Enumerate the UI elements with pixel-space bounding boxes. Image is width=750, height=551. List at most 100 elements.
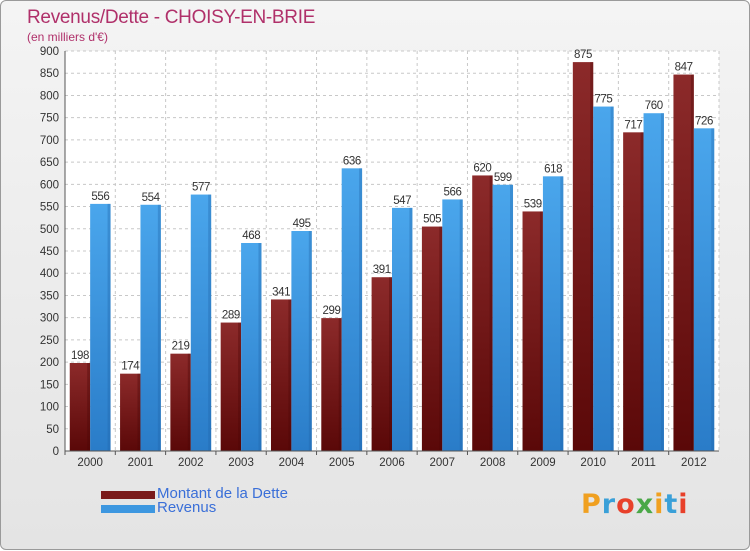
y-tick-label: 100	[40, 402, 59, 414]
legend-label-dette: Montant de la Dette	[157, 485, 288, 502]
bar-revenus	[492, 184, 514, 451]
data-label-revenus: 577	[192, 182, 210, 194]
x-tick-label: 2005	[329, 457, 355, 469]
data-label-dette: 875	[574, 49, 592, 61]
bar-shade	[87, 363, 91, 451]
bar-shade	[489, 175, 493, 451]
logo-letter: i	[678, 489, 689, 520]
bar-revenus	[542, 176, 564, 452]
logo-letter: r	[601, 489, 617, 520]
bar-dette	[270, 299, 292, 451]
logo-letter: o	[616, 489, 636, 520]
logo-letter: i	[654, 489, 665, 520]
bar-shade	[107, 203, 111, 451]
y-tick-label: 850	[40, 68, 59, 80]
x-tick-label: 2002	[178, 457, 204, 469]
data-label-dette: 341	[272, 286, 290, 298]
bar-dette	[572, 62, 594, 451]
data-label-revenus: 726	[695, 115, 713, 127]
bar-dette	[120, 373, 141, 451]
bar-shade	[338, 318, 342, 451]
bar-shade	[459, 199, 463, 451]
bar-shade	[187, 353, 191, 451]
bar-shade	[389, 277, 392, 451]
bar-shade	[137, 373, 141, 451]
data-label-dette: 539	[524, 198, 542, 210]
data-label-dette: 198	[71, 350, 89, 362]
data-label-revenus: 760	[645, 100, 663, 112]
data-label-dette: 391	[373, 264, 391, 276]
data-label-revenus: 775	[594, 94, 612, 106]
bar-dette	[371, 277, 392, 451]
y-tick-label: 400	[40, 268, 59, 280]
chart-title: Revenus/Dette - CHOISY-EN-BRIE	[27, 7, 316, 28]
bar-shade	[439, 226, 443, 451]
bar-revenus	[442, 199, 463, 451]
data-label-revenus: 554	[142, 192, 161, 204]
data-label-revenus: 468	[242, 230, 260, 242]
logo-letter: t	[664, 489, 679, 520]
y-tick-label: 450	[40, 246, 59, 258]
bar-revenus	[190, 194, 212, 452]
legend-swatch-revenus	[101, 505, 155, 513]
bar-revenus	[593, 106, 614, 452]
y-tick-label: 900	[40, 46, 59, 58]
data-label-dette: 174	[121, 361, 140, 373]
data-label-dette: 847	[675, 62, 693, 74]
data-label-revenus: 495	[293, 218, 311, 230]
y-tick-label: 800	[40, 90, 59, 102]
bar-shade	[711, 128, 715, 451]
chart-subtitle: (en milliers d'€)	[27, 30, 108, 44]
bar-dette	[170, 353, 191, 451]
bar-dette	[522, 211, 543, 451]
bar-dette	[421, 226, 443, 451]
bar-revenus	[140, 204, 161, 451]
bar-shade	[660, 113, 664, 451]
bar-shade	[640, 132, 644, 452]
x-tick-label: 2000	[77, 457, 103, 469]
bar-shade	[157, 204, 161, 451]
y-tick-label: 350	[40, 290, 59, 302]
y-tick-label: 300	[40, 313, 59, 325]
x-tick-label: 2012	[681, 457, 707, 469]
bar-revenus	[90, 203, 111, 451]
data-label-revenus: 618	[544, 163, 562, 175]
y-tick-label: 150	[40, 379, 59, 391]
bar-dette	[472, 175, 493, 451]
data-label-revenus: 547	[393, 195, 411, 207]
x-tick-label: 2003	[228, 457, 254, 469]
bar-dette	[623, 132, 644, 452]
logo-letter: x	[635, 489, 655, 520]
x-tick-label: 2010	[580, 457, 606, 469]
y-tick-label: 550	[40, 202, 59, 214]
bar-shade	[560, 176, 564, 452]
logo-letter: P	[581, 489, 602, 520]
bar-revenus	[291, 231, 312, 451]
data-label-dette: 717	[624, 119, 642, 131]
bar-revenus	[392, 207, 413, 451]
bar-revenus	[241, 243, 262, 451]
legend-swatch-dette	[101, 491, 155, 499]
bar-dette	[220, 322, 242, 451]
y-tick-label: 50	[46, 424, 59, 436]
bar-shade	[208, 194, 212, 452]
x-tick-label: 2007	[430, 457, 456, 469]
bar-shade	[690, 74, 694, 452]
bar-shade	[258, 243, 262, 451]
data-label-dette: 289	[222, 310, 240, 322]
y-tick-label: 200	[40, 357, 59, 369]
data-label-revenus: 556	[91, 191, 109, 203]
data-label-dette: 219	[172, 341, 190, 353]
y-tick-label: 700	[40, 135, 59, 147]
data-label-dette: 620	[473, 162, 491, 174]
data-label-dette: 299	[322, 305, 340, 317]
legend-label-revenus: Revenus	[157, 499, 217, 516]
x-tick-label: 2009	[530, 457, 556, 469]
x-tick-label: 2001	[128, 457, 154, 469]
bar-shade	[539, 211, 543, 451]
bar-shade	[359, 168, 363, 452]
bar-revenus	[341, 168, 363, 452]
data-label-revenus: 636	[343, 155, 361, 167]
